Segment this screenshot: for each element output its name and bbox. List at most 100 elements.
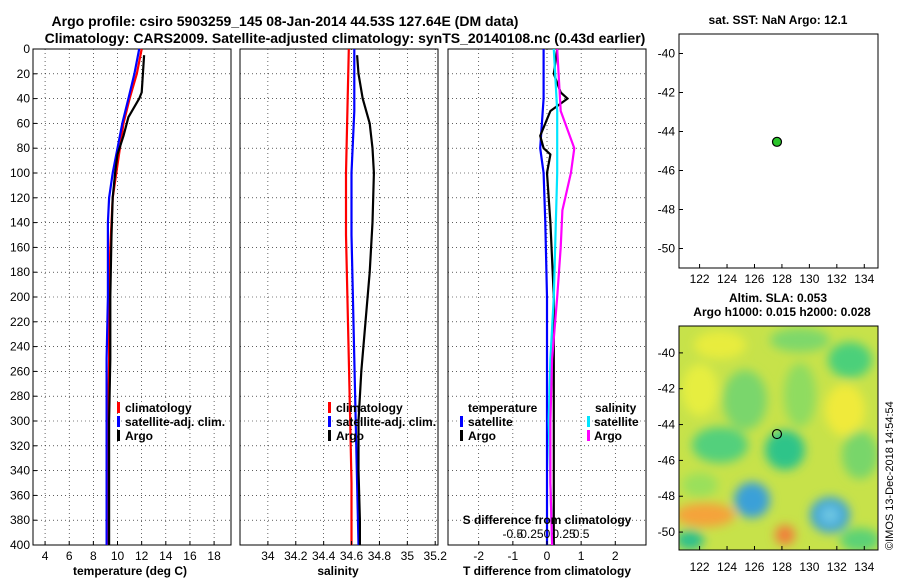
legend-title-salinity: salinity bbox=[595, 401, 637, 415]
y-tick-label: 320 bbox=[10, 439, 30, 453]
x-tick-label: 16 bbox=[183, 549, 197, 563]
y-tick-label: 300 bbox=[10, 414, 30, 428]
x-tick-label: 34.2 bbox=[284, 549, 308, 563]
y-tick-label: 280 bbox=[10, 389, 30, 403]
legend-swatch-temp-argo bbox=[460, 430, 463, 441]
map-x-tick-label: 128 bbox=[772, 272, 792, 286]
x-tick-label: 14 bbox=[159, 549, 173, 563]
map-y-tick-label: -42 bbox=[658, 382, 676, 396]
legend-temp-satellite: satellite bbox=[468, 415, 513, 429]
y-tick-label: 360 bbox=[10, 488, 30, 502]
map-y-tick-label: -48 bbox=[658, 489, 676, 503]
legend-argo: Argo bbox=[336, 429, 364, 443]
sst-map-area bbox=[678, 33, 879, 269]
x-tick-label: 35 bbox=[401, 549, 415, 563]
y-tick-label: 60 bbox=[17, 116, 31, 130]
y-tick-label: 140 bbox=[10, 216, 30, 230]
sla-heatmap bbox=[679, 326, 878, 550]
salinity-panel: 34 34.2 34.4 34.6 34.8 35 35.2 salinity climat… bbox=[239, 48, 448, 578]
x-tick-label: 6 bbox=[66, 549, 73, 563]
x-tick-label: 18 bbox=[207, 549, 221, 563]
map-y-tick-label: -50 bbox=[658, 242, 676, 256]
map-x-tick-label: 126 bbox=[744, 272, 764, 286]
series-line-satellite-adj-clim- bbox=[105, 48, 141, 545]
imos-timestamp: ©IMOS 13-Dec-2018 14:54:54 bbox=[884, 401, 896, 550]
sst-map-panel: sat. SST: NaN Argo: 12.1 122 124 126 128 130… bbox=[658, 13, 879, 286]
map-x-tick-label: 122 bbox=[690, 560, 710, 574]
difference-panel: -2 -1 0 1 2 -0.5-0.25 0 0.250.5 S difference f… bbox=[447, 48, 647, 578]
legend-climatology: climatology bbox=[125, 401, 192, 415]
title-line-1: Argo profile: csiro 5903259_145 08-Jan-2… bbox=[52, 13, 519, 29]
legend-swatch-sal-argo bbox=[587, 430, 590, 441]
y-tick-label: 20 bbox=[17, 67, 31, 81]
temperature-x-label: temperature (deg C) bbox=[73, 564, 187, 578]
x-tick-label: 34.4 bbox=[312, 549, 336, 563]
y-tick-label: 160 bbox=[10, 240, 30, 254]
secondary-x-tick-label: -0.5 bbox=[503, 527, 524, 541]
secondary-x-tick-label: 0 bbox=[544, 527, 551, 541]
secondary-x-tick-label: 0.25 bbox=[552, 527, 576, 541]
y-tick-label: 220 bbox=[10, 315, 30, 329]
legend-argo: Argo bbox=[125, 429, 153, 443]
y-tick-label: 260 bbox=[10, 364, 30, 378]
legend-swatch-argo bbox=[117, 430, 120, 441]
map-x-tick-label: 128 bbox=[772, 560, 792, 574]
map-x-tick-label: 134 bbox=[854, 560, 874, 574]
x-tick-label: 1 bbox=[578, 549, 585, 563]
map-x-tick-label: 130 bbox=[799, 272, 819, 286]
legend-swatch-argo bbox=[328, 430, 331, 441]
legend-swatch-temp-satellite bbox=[460, 416, 463, 427]
legend-satellite-adj: satellite-adj. clim. bbox=[125, 415, 225, 429]
secondary-x-tick-label: -0.25 bbox=[516, 527, 544, 541]
x-tick-label: 4 bbox=[42, 549, 49, 563]
legend-swatch-sal-satellite bbox=[587, 416, 590, 427]
x-tick-label: 34.6 bbox=[340, 549, 364, 563]
map-y-tick-label: -46 bbox=[658, 164, 676, 178]
map-y-tick-label: -42 bbox=[658, 86, 676, 100]
legend-temp-argo: Argo bbox=[468, 429, 496, 443]
argo-location-marker bbox=[771, 136, 783, 147]
y-tick-label: 40 bbox=[17, 92, 31, 106]
secondary-x-tick-label: 0.5 bbox=[573, 527, 590, 541]
y-tick-label: 200 bbox=[10, 290, 30, 304]
legend-swatch-climatology bbox=[117, 402, 120, 413]
temperature-panel: 4 6 8 10 12 14 16 18 0 20 40 60 80 100 120 140 160 180 20… bbox=[10, 42, 232, 578]
map-x-tick-label: 134 bbox=[854, 272, 874, 286]
series-line-argo bbox=[107, 55, 146, 545]
argo-location-marker bbox=[771, 428, 783, 440]
x-tick-label: -1 bbox=[508, 549, 519, 563]
map-y-tick-label: -50 bbox=[658, 525, 676, 539]
map-x-tick-label: 132 bbox=[827, 560, 847, 574]
y-tick-label: 180 bbox=[10, 265, 30, 279]
y-tick-label: 380 bbox=[10, 513, 30, 527]
title-line-2: Climatology: CARS2009. Satellite-adjuste… bbox=[45, 30, 646, 46]
map-y-tick-label: -40 bbox=[658, 346, 676, 360]
x-tick-label: 12 bbox=[135, 549, 149, 563]
map-y-tick-label: -44 bbox=[658, 125, 676, 139]
temperature-legend: climatology satellite-adj. clim. Argo bbox=[117, 401, 225, 443]
legend-swatch-climatology bbox=[328, 402, 331, 413]
y-tick-label: 80 bbox=[17, 141, 31, 155]
series-line-temperature-satellite bbox=[539, 49, 549, 545]
x-tick-label: 34.8 bbox=[368, 549, 392, 563]
legend-climatology: climatology bbox=[336, 401, 403, 415]
map-y-tick-label: -40 bbox=[658, 47, 676, 61]
difference-legend: temperature satellite Argo salinity sate… bbox=[460, 401, 639, 443]
map-x-tick-label: 132 bbox=[827, 272, 847, 286]
legend-sal-satellite: satellite bbox=[594, 415, 639, 429]
x-tick-label: 34 bbox=[261, 549, 275, 563]
y-tick-label: 340 bbox=[10, 464, 30, 478]
salinity-legend: climatology satellite-adj. clim. Argo bbox=[328, 401, 436, 443]
s-difference-label: S difference from climatology bbox=[463, 513, 632, 527]
sla-map-title: Altim. SLA: 0.053 bbox=[729, 291, 827, 305]
map-x-tick-label: 122 bbox=[690, 272, 710, 286]
x-tick-label: -2 bbox=[473, 549, 484, 563]
x-tick-label: 35.2 bbox=[424, 549, 448, 563]
y-tick-label: 240 bbox=[10, 340, 30, 354]
legend-swatch-satellite bbox=[117, 416, 120, 427]
legend-satellite-adj: satellite-adj. clim. bbox=[336, 415, 436, 429]
sla-map-subtitle: Argo h1000: 0.015 h2000: 0.028 bbox=[693, 305, 871, 319]
y-tick-label: 100 bbox=[10, 166, 30, 180]
map-y-tick-label: -44 bbox=[658, 418, 676, 432]
series-line-salinity-argo bbox=[549, 48, 576, 546]
